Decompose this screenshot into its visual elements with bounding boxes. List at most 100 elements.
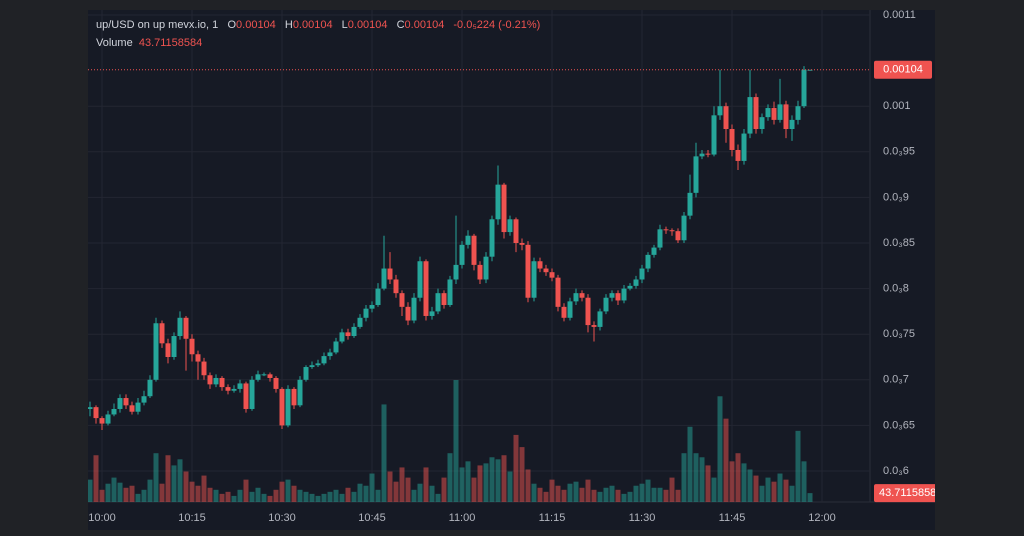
candle-body [387,268,393,280]
candle-body [615,293,621,301]
volume-bar [453,380,459,502]
candle-body [141,396,147,403]
volume-bar [591,489,597,502]
volume-bar [489,457,495,502]
candle-body [357,317,363,327]
volume-bar [447,453,453,502]
candle-body [561,306,567,318]
volume-bar [201,475,207,502]
candle-body [477,264,483,280]
candle-body [345,332,351,337]
candle-body [363,308,369,318]
volume-bar [129,485,135,502]
candle-body [399,293,405,307]
volume-tag: 43.71158584 [874,484,935,503]
volume-bar [441,477,447,502]
volume-bar [675,489,681,502]
candle-body [465,235,471,245]
x-tick-label: 10:00 [88,512,116,524]
candle-body [381,268,387,289]
candle-body [303,367,309,380]
volume-bar [561,489,567,502]
volume-bar [345,487,351,502]
candle-body [333,341,339,353]
volume-bar [363,485,369,502]
volume-bar [573,481,579,502]
volume-bar [147,479,153,502]
candle-body [339,332,345,342]
candle-body [225,387,231,391]
ohlc-letter: O [227,19,237,31]
candle-body [789,119,795,130]
y-tick-label: 0.0011 [883,9,916,21]
x-tick-label: 10:30 [268,512,296,524]
volume-bar [399,467,405,502]
volume-bar [273,489,279,502]
candle-body [705,153,711,155]
x-tick-label: 10:45 [358,512,386,524]
volume-bar [165,455,171,502]
candle-body [411,297,417,321]
volume-bar [657,487,663,502]
candle-body [807,69,813,71]
candle-body [579,293,585,298]
candle-body [639,268,645,280]
volume-bar [525,469,531,502]
volume-bar [219,493,225,502]
volume-bar [171,465,177,502]
volume-bar [555,485,561,502]
candle-body [771,108,777,120]
candle-body [321,356,327,364]
volume-bar [231,495,237,502]
candle-body [555,277,561,307]
candle-body [633,279,639,286]
candle-body [531,261,537,298]
volume-bar [357,483,363,502]
price-tag-label: 0.00104 [883,64,923,76]
candle-body [765,108,771,118]
candle-body [315,363,321,366]
volume-bar [333,489,339,502]
volume-bar [651,487,657,502]
volume-bar [183,471,189,502]
volume-bar [213,489,219,502]
candle-body [507,219,513,233]
candle-body [603,297,609,312]
volume-bar [387,471,393,502]
candle-body [585,297,591,326]
candle-body [657,229,663,248]
volume-bar [585,479,591,502]
candle-body [147,379,153,397]
volume-bar [687,426,693,502]
candle-body [441,293,447,306]
volume-bar [459,467,465,502]
volume-bar [753,475,759,502]
candle-body [177,317,183,337]
candle-body [393,279,399,294]
volume-bar [741,463,747,502]
volume-bar [195,485,201,502]
candle-body [213,377,219,385]
candle-body [489,219,495,257]
candle-body [267,374,273,378]
candle-body [255,374,261,380]
candle-body [291,388,297,406]
y-tick-label: 0.001 [883,100,911,112]
volume-bar [711,477,717,502]
volume-bar [801,461,807,502]
volume-bar [315,495,321,502]
candle-body [663,229,669,231]
candle-body [741,133,747,161]
candle-body [273,377,279,389]
volume-bar [663,489,669,502]
volume-bar [795,430,801,502]
ohlc-value: 0.00104 [347,19,388,31]
volume-bar [435,493,441,502]
volume-bar [477,465,483,502]
candle-body [129,405,135,412]
volume-bar [291,485,297,502]
volume-bar [423,467,429,502]
price-tag [874,60,932,79]
volume-bar [189,481,195,502]
